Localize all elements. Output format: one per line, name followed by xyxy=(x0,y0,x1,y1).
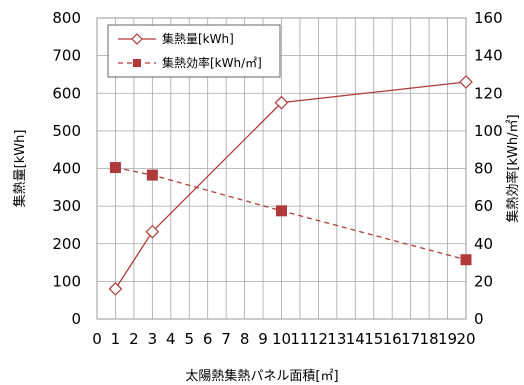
x-tick-label: 10 xyxy=(272,330,291,348)
x-tick-label: 0 xyxy=(92,330,102,348)
y-axis-left-ticks: 0 100 200 300 400 500 600 700 800 xyxy=(52,9,81,328)
data-point-series-1 xyxy=(145,224,160,239)
y-right-tick-label: 100 xyxy=(474,122,503,140)
y-left-tick-label: 500 xyxy=(52,122,81,140)
x-tick-label: 17 xyxy=(401,330,420,348)
y-left-tick-label: 600 xyxy=(52,84,81,102)
x-tick-label: 11 xyxy=(290,330,309,348)
x-tick-label: 5 xyxy=(184,330,194,348)
x-tick-label: 16 xyxy=(383,330,402,348)
y-right-tick-label: 120 xyxy=(474,84,503,102)
x-tick-label: 18 xyxy=(420,330,439,348)
x-tick-label: 3 xyxy=(148,330,158,348)
y-right-tick-label: 160 xyxy=(474,9,503,27)
data-point-series-1 xyxy=(274,95,289,110)
y-left-tick-label: 400 xyxy=(52,160,81,178)
legend-items: 集熱量[kWh] 集熱効率[kWh/㎡] xyxy=(118,31,262,70)
y-right-tick-label: 40 xyxy=(474,235,493,253)
x-tick-label: 1 xyxy=(111,330,121,348)
data-point-series-2 xyxy=(146,169,158,181)
x-axis-label: 太陽熱集熱パネル面積[㎡] xyxy=(185,368,338,384)
y-left-tick-label: 700 xyxy=(52,47,81,65)
x-tick-label: 8 xyxy=(240,330,250,348)
x-axis-ticks: 0 1 2 3 4 5 6 7 8 9 10 11 12 13 14 15 16 17 18 19 20 xyxy=(92,330,475,348)
y-left-tick-label: 300 xyxy=(52,197,81,215)
x-tick-label: 20 xyxy=(456,330,475,348)
x-tick-label: 4 xyxy=(166,330,176,348)
x-tick-label: 14 xyxy=(346,330,365,348)
series-line-1 xyxy=(114,81,467,290)
y-axis-left-label: 集熱量[kWh] xyxy=(12,130,28,208)
y-axis-right-label: 集熱効率[kWh/㎡] xyxy=(505,114,521,222)
legend: 集熱量[kWh] 集熱効率[kWh/㎡] xyxy=(107,24,281,78)
y-right-tick-label: 0 xyxy=(474,310,484,328)
y-left-tick-label: 0 xyxy=(71,310,81,328)
data-point-series-1 xyxy=(108,282,123,296)
y-right-tick-label: 60 xyxy=(474,197,493,215)
y-left-tick-label: 800 xyxy=(52,9,81,27)
y-left-tick-label: 200 xyxy=(52,235,81,253)
x-tick-label: 2 xyxy=(129,330,139,348)
x-tick-label: 13 xyxy=(327,330,346,348)
data-point-series-2 xyxy=(109,162,121,174)
legend-marker-2 xyxy=(133,59,141,67)
x-tick-label: 9 xyxy=(258,330,268,348)
legend-marker-1 xyxy=(131,33,143,45)
legend-label-1: 集熱量[kWh] xyxy=(162,31,234,46)
y-left-tick-label: 100 xyxy=(52,272,81,290)
x-tick-label: 19 xyxy=(438,330,457,348)
legend-label-2: 集熱効率[kWh/㎡] xyxy=(162,55,262,70)
series-line-2 xyxy=(115,166,467,261)
x-tick-label: 7 xyxy=(221,330,231,348)
plot-area xyxy=(96,17,467,320)
series-layer xyxy=(108,75,473,296)
y-right-tick-label: 20 xyxy=(474,272,493,290)
x-tick-label: 12 xyxy=(309,330,328,348)
data-point-series-1 xyxy=(459,75,473,89)
y-right-tick-label: 80 xyxy=(474,160,493,178)
x-tick-label: 6 xyxy=(203,330,213,348)
x-tick-label: 15 xyxy=(364,330,383,348)
y-right-tick-label: 140 xyxy=(474,47,503,65)
y-axis-right-ticks: 0 20 40 60 80 100 120 140 160 xyxy=(474,9,503,328)
data-point-series-2 xyxy=(460,254,472,266)
data-point-series-2 xyxy=(276,205,287,217)
